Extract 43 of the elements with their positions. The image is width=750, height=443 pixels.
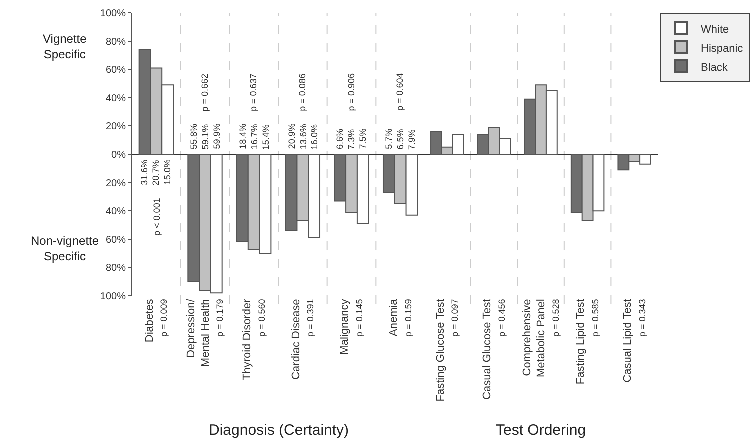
annotation: 7.9% <box>406 130 417 150</box>
annotation: 6.6% <box>335 129 346 150</box>
annotation: p = 0.637 <box>248 74 259 112</box>
x-tick-label: Diabetes p = 0.009 <box>144 298 170 343</box>
annotation: 31.6% <box>140 160 150 186</box>
annotation: 16.7% <box>249 124 260 150</box>
y-tick-label: 40% <box>106 206 126 218</box>
text: Non-vignette Specific <box>31 234 100 264</box>
annotation: 15.0% <box>162 160 172 186</box>
y-tick-label: 80% <box>106 263 126 274</box>
annotation: p = 0.662 <box>200 74 210 112</box>
x-axis-title: Test Ordering <box>496 422 586 439</box>
text: Vignette Specific <box>43 32 88 62</box>
x-axis-title: Diagnosis (Certainty) <box>209 422 350 439</box>
annotation: 59.1% <box>200 124 211 150</box>
annotation: 15.4% <box>260 124 271 150</box>
annotation: 18.4% <box>238 124 248 150</box>
annotation: p < 0.001 <box>152 198 162 236</box>
annotation: p = 0.086 <box>297 74 308 112</box>
legend-label: White <box>701 24 730 36</box>
annotation: 5.7% <box>384 128 394 150</box>
annotation: 20.9% <box>286 124 297 150</box>
y-tick-label: 100% <box>100 292 126 302</box>
y-tick-label: 20% <box>106 122 126 133</box>
annotation: 13.6% <box>298 124 308 150</box>
y-tick-label: 20% <box>106 178 126 190</box>
annotation: 7.3% <box>346 129 357 150</box>
annotation: 55.8% <box>189 124 200 150</box>
legend-label: Black <box>701 62 728 74</box>
annotation: 7.5% <box>358 128 368 150</box>
annotation: 6.5% <box>395 129 406 150</box>
y-tick-label: 80% <box>106 36 126 48</box>
annotation: p = 0.906 <box>346 73 356 112</box>
y-tick-label: 40% <box>106 93 126 104</box>
annotation: 20.7% <box>151 160 162 186</box>
y-tick-label: 60% <box>106 65 126 76</box>
annotation: 16.0% <box>310 124 320 150</box>
y-tick-label: 100% <box>100 8 126 20</box>
legend-label: Hispanic <box>701 42 744 55</box>
y-tick-label: 0% <box>112 150 126 161</box>
annotation: p = 0.604 <box>395 73 406 112</box>
y-tick-label: 60% <box>106 234 126 246</box>
annotation: 59.9% <box>212 124 222 150</box>
